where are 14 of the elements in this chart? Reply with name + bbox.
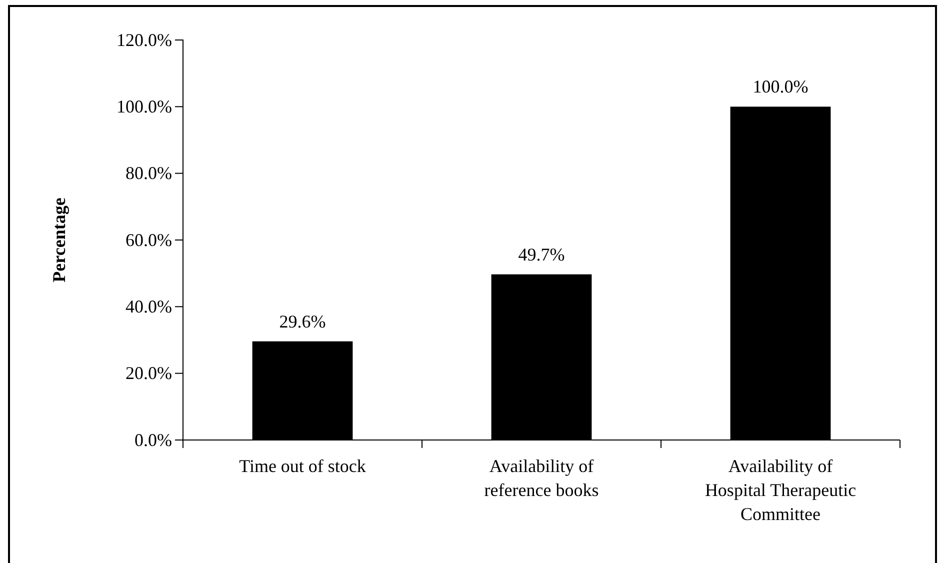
x-tick-label: Time out of stock — [239, 456, 366, 476]
y-axis-title: Percentage — [49, 198, 69, 282]
data-label: 29.6% — [279, 311, 326, 332]
x-tick-label: Availability of reference books — [484, 456, 599, 500]
y-tick-label: 100.0% — [116, 96, 172, 116]
y-tick-label: 40.0% — [126, 296, 172, 316]
y-tick-label: 120.0% — [116, 30, 172, 50]
x-tick-label: Availability of Hospital Therapeutic Committee — [704, 456, 856, 524]
y-tick-label: 80.0% — [126, 163, 172, 184]
y-tick-label: 60.0% — [126, 230, 172, 250]
y-tick-label: 20.0% — [126, 363, 172, 384]
data-label: 49.7% — [518, 244, 565, 264]
y-tick-label: 0.0% — [134, 430, 172, 450]
data-label: 100.0% — [752, 76, 808, 97]
